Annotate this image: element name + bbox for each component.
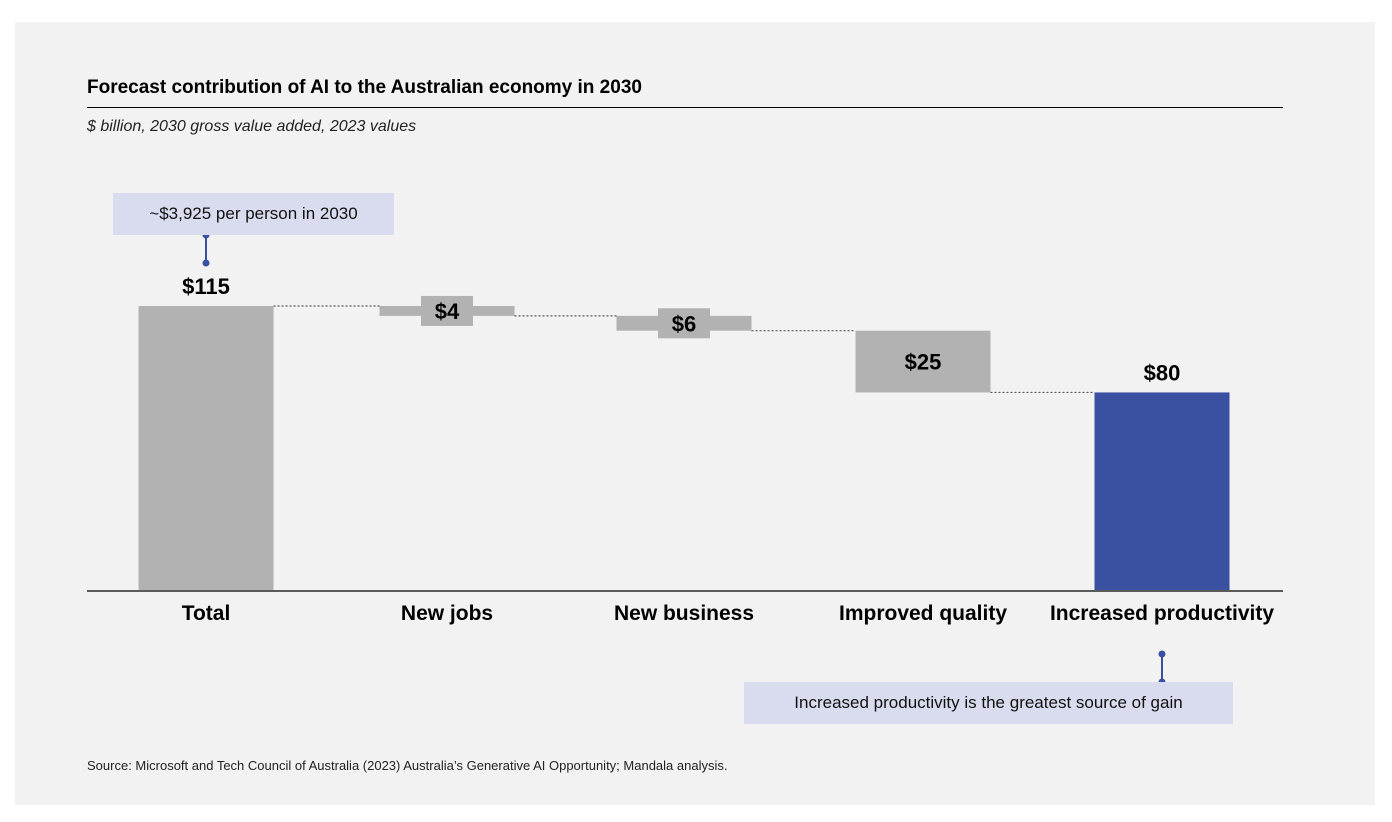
chart-title: Forecast contribution of AI to the Austr…: [87, 77, 642, 98]
value-label-box: [421, 295, 473, 326]
per-person-callout: ~$3,925 per person in 2030: [113, 193, 394, 235]
value-label: $6: [672, 311, 696, 336]
value-label: $25: [905, 350, 942, 375]
value-label: $80: [1144, 360, 1181, 385]
callout-dot: [202, 259, 210, 267]
category-label: Improved quality: [839, 602, 1007, 625]
bar-improved-quality: [855, 330, 991, 393]
bar-increased-productivity: [1094, 392, 1230, 590]
category-label: Increased productivity: [1050, 602, 1274, 625]
value-label: $4: [435, 299, 460, 324]
bar-total: [138, 306, 274, 590]
category-label: Total: [182, 602, 231, 625]
productivity-callout: Increased productivity is the greatest s…: [744, 682, 1233, 724]
category-label: New jobs: [401, 602, 493, 625]
chart-subtitle: $ billion, 2030 gross value added, 2023 …: [87, 118, 417, 135]
value-label: $115: [182, 274, 230, 299]
value-label-box: [658, 308, 710, 339]
category-label: New business: [614, 602, 754, 625]
source-note: Source: Microsoft and Tech Council of Au…: [87, 758, 728, 773]
title-divider: [87, 107, 1283, 108]
callout-dot: [1158, 650, 1166, 658]
